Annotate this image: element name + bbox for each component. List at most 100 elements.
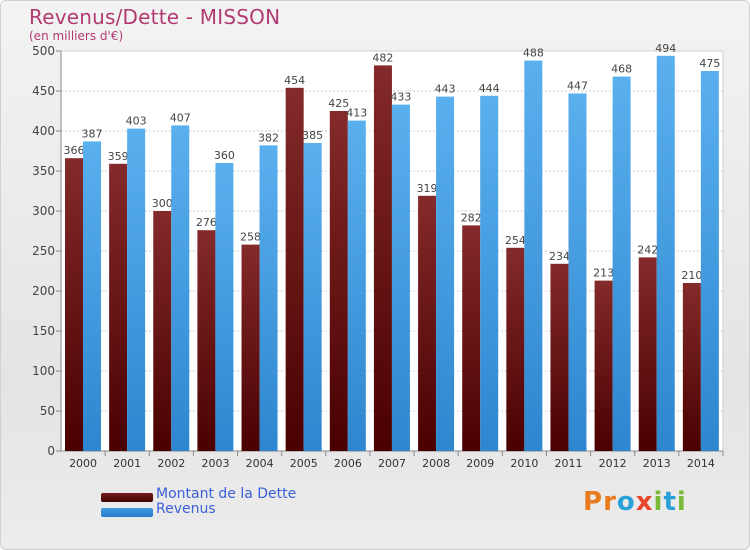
data-label: 258	[240, 231, 261, 244]
bar-debt	[153, 211, 172, 451]
bar-debt	[506, 247, 525, 451]
x-tick-label: 2011	[555, 457, 583, 470]
x-tick-label: 2000	[69, 457, 97, 470]
logo-letter: o	[616, 487, 636, 517]
bar-revenue	[524, 60, 543, 451]
data-label: 242	[637, 243, 658, 256]
bar-revenue	[83, 141, 101, 451]
bar-revenue	[436, 96, 455, 451]
y-tick-label: 450	[32, 84, 55, 98]
bar-debt	[373, 65, 392, 452]
legend-label-debt: Montant de la Dette	[156, 486, 297, 502]
y-tick-label: 500	[32, 44, 55, 58]
data-label: 366	[64, 144, 85, 157]
bar-revenue	[391, 104, 410, 451]
legend-label-revenue: Revenus	[156, 501, 216, 517]
legend-swatch-debt	[101, 493, 153, 502]
data-label: 425	[328, 97, 349, 110]
y-tick-label: 350	[32, 164, 55, 178]
x-tick-label: 2013	[643, 457, 671, 470]
data-label: 282	[461, 211, 482, 224]
x-tick-label: 2006	[334, 457, 362, 470]
data-label: 300	[152, 197, 173, 210]
data-label: 360	[214, 149, 235, 162]
x-tick-label: 2009	[466, 457, 494, 470]
bar-revenue	[700, 71, 719, 451]
data-label: 494	[655, 42, 676, 55]
logo-letter: i	[676, 487, 687, 517]
bar-debt	[594, 280, 613, 451]
data-label: 403	[126, 115, 147, 128]
legend-swatch-revenue	[101, 508, 153, 517]
y-tick-label: 100	[32, 364, 55, 378]
data-label: 213	[593, 267, 614, 280]
bar-revenue	[303, 143, 322, 451]
y-tick-label: 150	[32, 324, 55, 338]
bar-debt	[462, 225, 481, 451]
logo-letter: i	[653, 487, 664, 517]
bar-debt	[65, 158, 83, 451]
bar-debt	[285, 87, 304, 452]
data-label: 359	[108, 150, 129, 163]
data-label: 443	[435, 83, 456, 96]
y-tick-label: 300	[32, 204, 55, 218]
chart-title: Revenus/Dette - MISSON	[29, 5, 281, 29]
chart-subtitle: (en milliers d'€)	[29, 29, 124, 43]
proxiti-logo: Proxiti	[583, 487, 687, 517]
data-label: 444	[479, 82, 500, 95]
data-label: 447	[567, 79, 588, 92]
bar-revenue	[480, 95, 499, 452]
bar-revenue	[171, 125, 190, 452]
x-tick-label: 2014	[687, 457, 715, 470]
bar-debt	[550, 263, 569, 451]
y-tick-label: 200	[32, 284, 55, 298]
x-tick-label: 2010	[510, 457, 538, 470]
x-tick-label: 2001	[113, 457, 141, 470]
data-label: 454	[284, 74, 305, 87]
bar-revenue	[612, 76, 631, 451]
logo-letter: x	[635, 487, 654, 517]
data-label: 276	[196, 216, 217, 229]
x-tick-label: 2012	[599, 457, 627, 470]
data-label: 382	[258, 131, 279, 144]
bar-revenue	[656, 55, 675, 452]
x-tick-label: 2003	[201, 457, 229, 470]
bar-revenue	[568, 93, 587, 452]
data-label: 254	[505, 234, 526, 247]
data-label: 407	[170, 111, 191, 124]
bar-debt	[638, 257, 657, 451]
data-label: 210	[681, 269, 702, 282]
bar-revenue	[127, 128, 146, 451]
data-label: 468	[611, 63, 632, 76]
x-tick-label: 2005	[290, 457, 318, 470]
x-tick-label: 2007	[378, 457, 406, 470]
bar-debt	[418, 195, 437, 451]
y-tick-label: 0	[47, 444, 55, 458]
data-label: 475	[699, 57, 720, 70]
x-tick-label: 2008	[422, 457, 450, 470]
x-tick-label: 2002	[157, 457, 185, 470]
logo-letter: r	[603, 487, 617, 517]
data-label: 433	[390, 91, 411, 104]
data-label: 488	[523, 47, 544, 60]
bar-revenue	[347, 120, 366, 451]
data-label: 234	[549, 250, 570, 263]
bar-debt	[329, 111, 348, 451]
data-label: 413	[346, 107, 367, 120]
logo-letter: P	[583, 487, 604, 517]
y-tick-label: 50	[40, 404, 55, 418]
data-label: 319	[417, 182, 438, 195]
data-label: 482	[372, 51, 393, 64]
data-label: 385	[302, 129, 323, 142]
bar-debt	[682, 283, 701, 451]
bar-debt	[109, 163, 128, 452]
y-tick-label: 400	[32, 124, 55, 138]
bar-debt	[241, 244, 260, 451]
bar-revenue	[259, 145, 278, 451]
logo-letter: t	[663, 487, 677, 517]
bar-revenue	[215, 163, 234, 451]
x-tick-label: 2004	[246, 457, 274, 470]
bar-debt	[197, 230, 216, 451]
